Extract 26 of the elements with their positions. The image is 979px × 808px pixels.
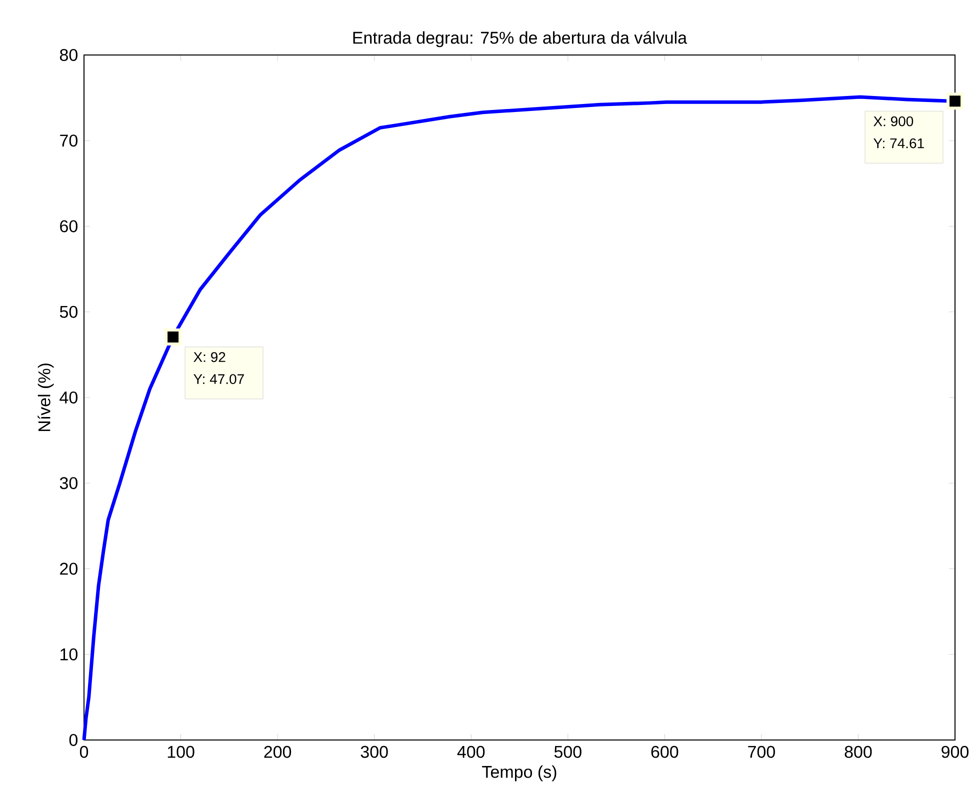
x-axis-title: Tempo (s) bbox=[482, 765, 556, 782]
y-tick-label: 80 bbox=[60, 48, 78, 62]
x-tick-label: 400 bbox=[457, 746, 485, 758]
y-tick-label: 0 bbox=[69, 734, 78, 746]
annotation: Y: 47.07 bbox=[194, 374, 244, 384]
x-tick-label: 100 bbox=[168, 746, 194, 758]
x-tick-label: 700 bbox=[748, 746, 775, 758]
annotation: X: 92 bbox=[194, 352, 226, 362]
y-tick-label: 10 bbox=[60, 648, 78, 660]
annotation: Y: 74.61 bbox=[874, 138, 924, 148]
x-tick-label: 900 bbox=[942, 746, 969, 758]
x-tick-label: 600 bbox=[651, 746, 678, 758]
y-tick-label: 40 bbox=[60, 391, 78, 404]
y-tick-label: 20 bbox=[60, 562, 78, 575]
x-tick-label: 500 bbox=[554, 746, 582, 758]
y-tick-label: 50 bbox=[60, 306, 78, 318]
x-tick-label: 800 bbox=[844, 746, 872, 758]
x-tick-label: 300 bbox=[360, 746, 388, 758]
annotation: X: 900 bbox=[874, 116, 914, 126]
y-axis-title: Nível (%) bbox=[38, 364, 54, 432]
chart-title: Entrada degrau: 75% de abertura da válvula bbox=[353, 31, 688, 48]
x-tick-label: 0 bbox=[80, 746, 88, 758]
y-tick-label: 30 bbox=[60, 477, 78, 490]
y-tick-label: 70 bbox=[60, 134, 78, 147]
y-tick-label: 60 bbox=[60, 220, 78, 232]
x-tick-label: 200 bbox=[264, 746, 292, 758]
